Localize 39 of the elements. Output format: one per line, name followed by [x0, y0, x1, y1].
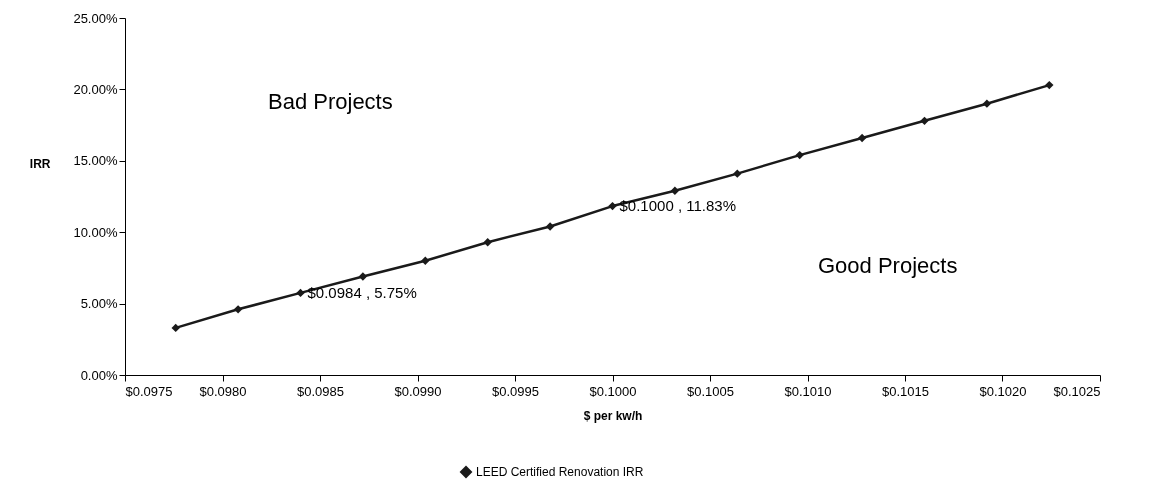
- y-tick-label: 5.00%: [80, 296, 118, 312]
- point: [608, 201, 617, 211]
- annotation: Good Projects: [818, 253, 958, 278]
- x-tick-label: $0.1010: [784, 383, 832, 399]
- x-tick-label: $0.0980: [199, 383, 247, 399]
- annotation: $0.0984 , 5.75%: [307, 283, 417, 301]
- point: [421, 256, 430, 265]
- point: [982, 99, 992, 108]
- y-tick-label: 0.00%: [80, 367, 118, 383]
- x-tick-label: $0.1005: [687, 383, 734, 399]
- point: [483, 238, 492, 247]
- x-axis-title: $ per kw/h: [583, 408, 643, 423]
- legend-label: LEED Certified Renovation IRR: [476, 465, 644, 479]
- x-tick-label: $0.0990: [394, 383, 442, 399]
- point: [171, 323, 180, 333]
- x-tick-label: $0.1015: [882, 383, 929, 399]
- annotation: Bad Projects: [268, 89, 393, 114]
- x-tick-label: $0.1025: [1053, 383, 1101, 399]
- y-tick-label: 15.00%: [73, 153, 118, 169]
- annotation: $0.1000 , 11.83%: [619, 197, 736, 215]
- x-tick-label: $0.1000: [589, 383, 637, 399]
- point: [733, 169, 742, 178]
- y-axis-title: IRR: [29, 156, 51, 171]
- y-tick-label: 10.00%: [73, 224, 118, 240]
- point: [920, 116, 929, 125]
- x-tick-label: $0.1020: [979, 383, 1027, 399]
- point: [233, 305, 243, 314]
- x-tick-label: $0.0985: [297, 383, 344, 399]
- x-tick-label: $0.0975: [125, 383, 173, 399]
- point: [1045, 80, 1054, 90]
- y-tick-label: 20.00%: [73, 81, 118, 97]
- point: [296, 288, 305, 298]
- point: [795, 150, 804, 160]
- y-tick-label: 25.00%: [73, 10, 118, 26]
- x-tick-label: $0.0995: [492, 383, 539, 399]
- point: [545, 222, 555, 231]
- point: [857, 133, 867, 143]
- point: [670, 186, 680, 195]
- point: [358, 272, 368, 281]
